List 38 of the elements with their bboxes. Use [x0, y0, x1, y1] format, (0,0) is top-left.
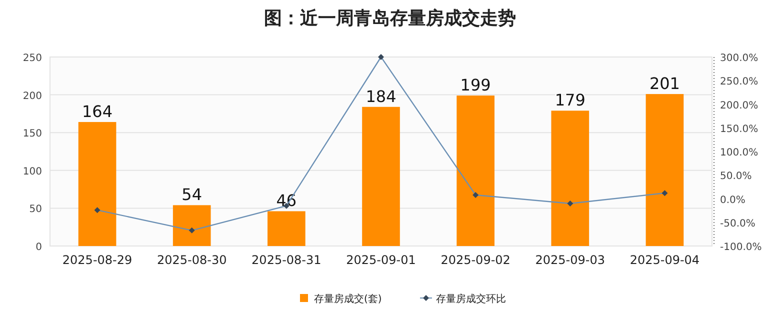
y-tick-label: 50	[29, 204, 42, 216]
y2-tick-label: 200.0%	[720, 100, 758, 112]
x-tick-label: 2025-08-29	[62, 253, 132, 267]
y2-tick-label: -50.0%	[720, 218, 756, 230]
y2-tick-label: 300.0%	[720, 53, 758, 64]
bar	[78, 122, 116, 246]
x-tick-label: 2025-08-31	[252, 253, 322, 267]
data-label: 201	[649, 74, 680, 94]
x-tick-label: 2025-09-01	[346, 253, 416, 267]
y2-tick-label: 100.0%	[720, 148, 758, 158]
y2-tick-label: 0.0%	[720, 194, 746, 206]
legend-label: 存量房成交(套)	[314, 293, 382, 305]
y2-tick-label: 50.0%	[720, 171, 752, 182]
y-tick-label: 150	[22, 128, 42, 140]
data-label: 184	[366, 86, 396, 106]
data-label: 199	[460, 76, 491, 95]
data-label: 164	[82, 102, 113, 122]
bar	[362, 106, 400, 246]
chart-title: 图：近一周青岛存量房成交走势	[264, 8, 516, 29]
x-tick-label: 2025-09-04	[630, 253, 700, 267]
bar	[456, 96, 494, 246]
y-tick-label: 200	[22, 90, 42, 102]
legend-label: 存量房成交环比	[436, 293, 506, 305]
bar	[172, 205, 211, 246]
y-tick-label: 100	[22, 166, 42, 178]
x-tick-label: 2025-09-03	[535, 253, 606, 267]
data-label: 54	[182, 185, 202, 204]
bar	[551, 110, 590, 246]
x-tick-label: 2025-08-30	[156, 253, 227, 267]
y2-tick-label: 250.0%	[720, 76, 758, 88]
data-label: 179	[554, 90, 586, 110]
bar	[268, 211, 306, 246]
x-tick-label: 2025-09-02	[440, 253, 510, 267]
bar	[646, 94, 684, 246]
y-tick-label: 250	[22, 53, 42, 64]
y-tick-label: 0	[36, 242, 42, 253]
y2-tick-label: -100.0%	[720, 242, 762, 253]
y2-tick-label: 150.0%	[720, 124, 758, 135]
